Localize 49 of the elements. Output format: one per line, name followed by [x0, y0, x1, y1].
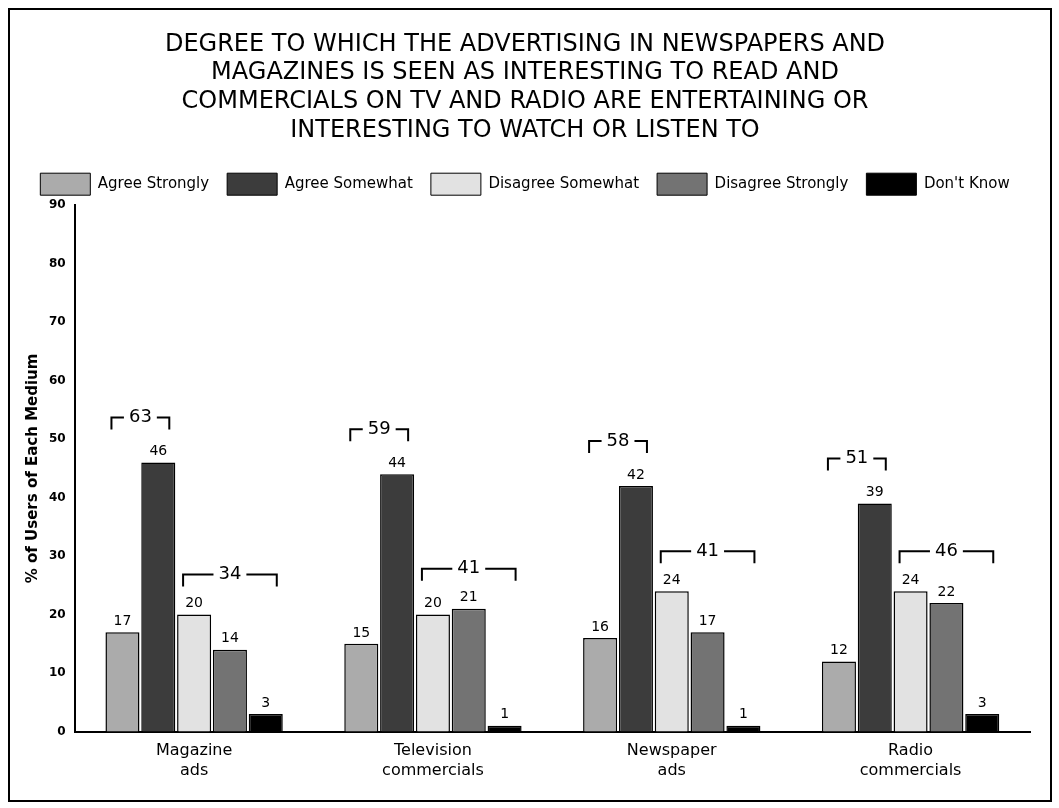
annotation: 59 [367, 416, 391, 438]
x-tick-label: Newspaper ads [626, 740, 718, 779]
annotation: 46 [934, 538, 958, 560]
x-tick-label: Magazine ads [155, 740, 233, 779]
y-axis-title: % of Users of Each Medium [22, 353, 41, 584]
data-label: 39 [865, 483, 884, 500]
data-label: 3 [261, 693, 271, 710]
data-label: 24 [901, 570, 920, 587]
legend-label: Don't Know [923, 174, 1010, 193]
data-label: 24 [662, 570, 681, 587]
data-label: 17 [113, 611, 132, 628]
data-label: 42 [627, 465, 645, 482]
annotation: 41 [457, 556, 481, 578]
data-label: 3 [977, 693, 987, 710]
y-tick-label: 0 [57, 723, 66, 738]
data-label: 22 [937, 582, 956, 599]
y-tick-label: 20 [49, 606, 66, 621]
data-label: 46 [149, 442, 168, 459]
legend-label: Agree Strongly [97, 174, 210, 193]
data-label: 17 [698, 611, 717, 628]
legend-label: Disagree Strongly [714, 174, 849, 193]
data-label: 44 [388, 453, 407, 470]
data-label: 15 [352, 623, 371, 640]
x-tick-label: Television commercials [382, 740, 484, 779]
data-label: 16 [591, 617, 610, 634]
y-tick-label: 50 [49, 431, 66, 446]
y-tick-label: 80 [49, 255, 66, 270]
y-tick-label: 70 [49, 314, 66, 329]
y-tick-label: 10 [49, 665, 66, 680]
annotation: 41 [696, 538, 720, 560]
y-tick-label: 90 [49, 197, 66, 212]
data-label: 1 [738, 705, 748, 722]
annotation: 63 [128, 405, 152, 427]
data-label: 20 [424, 594, 442, 611]
data-label: 14 [221, 629, 239, 646]
y-tick-label: 60 [49, 372, 66, 387]
chart-title: DEGREE TO WHICH THE ADVERTISING IN NEWSPAPERS AND MAGAZINES IS SEEN AS INTERESTING TO READ AND COMMERCIALS ON TV AND RADIO ARE ENTERTAINING OR INTERESTING TO WATCH OR LISTEN TO [164, 28, 886, 144]
data-label: 20 [185, 594, 204, 611]
legend-label: Agree Somewhat [284, 174, 414, 193]
x-tick-label: Radio commercials [859, 740, 962, 779]
y-tick-label: 30 [49, 548, 66, 563]
data-label: 1 [500, 705, 510, 722]
annotation: 58 [606, 428, 630, 450]
data-label: 12 [830, 641, 848, 658]
data-label: 21 [459, 588, 478, 605]
y-tick-label: 40 [49, 489, 66, 504]
annotation: 51 [845, 446, 869, 468]
annotation: 34 [218, 562, 242, 584]
legend-label: Disagree Somewhat [488, 174, 640, 193]
